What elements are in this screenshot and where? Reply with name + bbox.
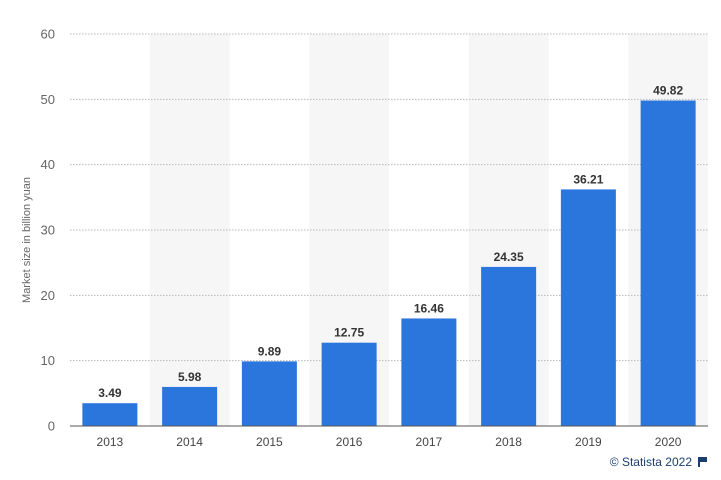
flag-icon[interactable]: [698, 457, 707, 467]
statista-credit[interactable]: © Statista 2022: [610, 455, 707, 469]
y-axis-label: Market size in billion yuan: [21, 177, 33, 303]
value-label: 24.35: [494, 250, 524, 264]
y-tick-label: 60: [41, 27, 55, 42]
y-tick-label: 20: [41, 288, 55, 303]
x-tick-label: 2018: [495, 435, 522, 449]
x-tick-label: 2019: [575, 435, 602, 449]
value-label: 5.98: [178, 370, 202, 384]
x-tick-label: 2016: [336, 435, 363, 449]
x-tick-label: 2014: [176, 435, 203, 449]
bar: [401, 318, 457, 426]
value-label: 36.21: [573, 172, 603, 186]
x-tick-label: 2017: [416, 435, 443, 449]
x-axis-ticks: 2013 2014 2015 2016 2017 2018 2019 2020: [97, 435, 682, 449]
bar: [241, 361, 297, 426]
y-tick-label: 50: [41, 92, 55, 107]
y-tick-label: 10: [41, 353, 55, 368]
value-labels: 3.49 5.98 9.89 12.75 16.46 24.35 36.21 49.82: [98, 84, 683, 401]
value-label: 16.46: [414, 301, 444, 315]
value-label: 49.82: [653, 84, 683, 98]
x-tick-label: 2020: [655, 435, 682, 449]
value-label: 9.89: [258, 344, 282, 358]
bar: [481, 266, 537, 426]
y-tick-label: 30: [41, 223, 55, 238]
bar: [82, 403, 138, 426]
credit-text[interactable]: © Statista 2022: [609, 455, 692, 469]
bar: [162, 386, 218, 426]
bars: [82, 100, 696, 426]
value-label: 12.75: [334, 326, 364, 340]
value-label: 3.49: [98, 386, 122, 400]
y-tick-label: 0: [48, 419, 55, 434]
bar: [640, 100, 696, 426]
y-axis-ticks: 0 10 20 30 40 50 60: [41, 27, 55, 434]
y-tick-label: 40: [41, 157, 55, 172]
bar: [321, 342, 377, 426]
bar: [560, 189, 616, 426]
x-tick-label: 2013: [97, 435, 124, 449]
x-tick-label: 2015: [256, 435, 283, 449]
